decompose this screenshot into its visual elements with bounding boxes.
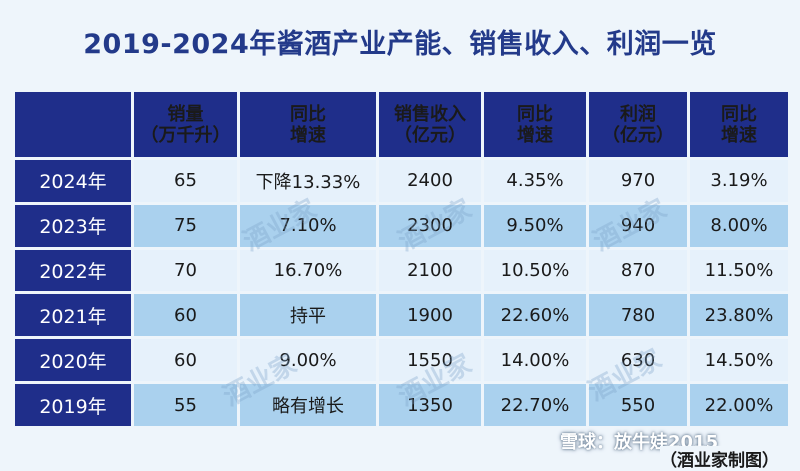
revenue-cell: 1900 (379, 294, 481, 337)
profit-cell: 970 (589, 160, 687, 202)
profit-cell: 940 (589, 204, 687, 247)
table-row: 2022年 70 16.70% 2100 10.50% 870 11.50% (15, 249, 788, 292)
data-table: 销量 （万千升） 同比 增速 销售收入 （亿元） 同比 增速 利润 （亿元） 同… (12, 89, 791, 429)
year-cell: 2022年 (15, 249, 131, 292)
header-profit: 利润 （亿元） (589, 92, 687, 158)
header-sales-volume: 销量 （万千升） (134, 92, 237, 158)
table-row: 2024年 65 下降13.33% 2400 4.35% 970 3.19% (15, 160, 788, 202)
revenue-cell: 1350 (379, 384, 481, 426)
header-corner (15, 92, 131, 158)
header-revenue-growth: 同比 增速 (484, 92, 586, 158)
table-row: 2020年 60 9.00% 1550 14.00% 630 14.50% (15, 339, 788, 382)
profit-cell: 870 (589, 249, 687, 292)
revenue-growth-cell: 14.00% (484, 339, 586, 382)
revenue-growth-cell: 10.50% (484, 249, 586, 292)
year-cell: 2021年 (15, 294, 131, 337)
header-profit-growth: 同比 增速 (690, 92, 788, 158)
volume-growth-cell: 7.10% (240, 204, 376, 247)
volume-growth-cell: 16.70% (240, 249, 376, 292)
revenue-cell: 1550 (379, 339, 481, 382)
header-volume-growth: 同比 增速 (240, 92, 376, 158)
revenue-cell: 2100 (379, 249, 481, 292)
volume-growth-cell: 下降13.33% (240, 160, 376, 202)
revenue-cell: 2400 (379, 160, 481, 202)
table-row: 2021年 60 持平 1900 22.60% 780 23.80% (15, 294, 788, 337)
volume-cell: 70 (134, 249, 237, 292)
revenue-growth-cell: 4.35% (484, 160, 586, 202)
profit-cell: 780 (589, 294, 687, 337)
page-title: 2019-2024年酱酒产业产能、销售收入、利润一览 (83, 29, 717, 60)
year-cell: 2019年 (15, 384, 131, 426)
volume-cell: 75 (134, 204, 237, 247)
year-cell: 2023年 (15, 204, 131, 247)
profit-cell: 630 (589, 339, 687, 382)
volume-cell: 60 (134, 294, 237, 337)
table-row: 2023年 75 7.10% 2300 9.50% 940 8.00% (15, 204, 788, 247)
profit-growth-cell: 8.00% (690, 204, 788, 247)
volume-cell: 55 (134, 384, 237, 426)
header-revenue: 销售收入 （亿元） (379, 92, 481, 158)
volume-cell: 60 (134, 339, 237, 382)
table-header-row: 销量 （万千升） 同比 增速 销售收入 （亿元） 同比 增速 利润 （亿元） 同… (15, 92, 788, 158)
revenue-growth-cell: 9.50% (484, 204, 586, 247)
profit-growth-cell: 14.50% (690, 339, 788, 382)
profit-growth-cell: 22.00% (690, 384, 788, 426)
volume-growth-cell: 略有增长 (240, 384, 376, 426)
table-row: 2019年 55 略有增长 1350 22.70% 550 22.00% (15, 384, 788, 426)
source-credit: （酒业家制图） (660, 446, 779, 471)
revenue-growth-cell: 22.70% (484, 384, 586, 426)
year-cell: 2020年 (15, 339, 131, 382)
volume-cell: 65 (134, 160, 237, 202)
profit-growth-cell: 11.50% (690, 249, 788, 292)
profit-growth-cell: 3.19% (690, 160, 788, 202)
revenue-growth-cell: 22.60% (484, 294, 586, 337)
profit-cell: 550 (589, 384, 687, 426)
revenue-cell: 2300 (379, 204, 481, 247)
volume-growth-cell: 持平 (240, 294, 376, 337)
year-cell: 2024年 (15, 160, 131, 202)
profit-growth-cell: 23.80% (690, 294, 788, 337)
volume-growth-cell: 9.00% (240, 339, 376, 382)
